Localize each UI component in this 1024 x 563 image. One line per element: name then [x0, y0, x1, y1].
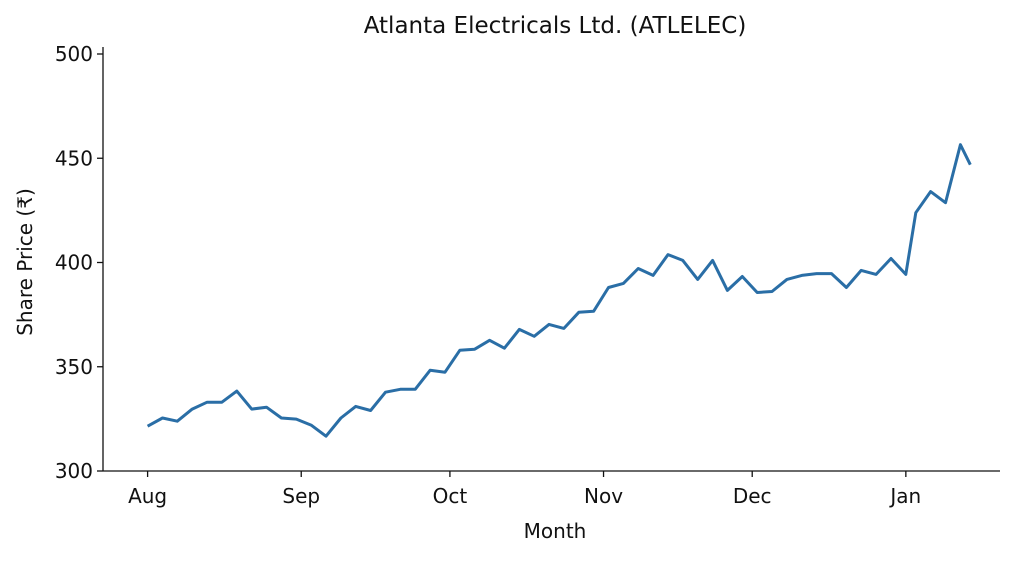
y-tick-label: 300	[55, 459, 93, 483]
chart-title: Atlanta Electricals Ltd. (ATLELEC)	[364, 13, 747, 39]
y-axis-label: Share Price (₹)	[13, 188, 37, 336]
y-tick-label: 350	[55, 355, 93, 379]
data-points	[148, 145, 971, 437]
x-tick-label: Nov	[584, 484, 623, 508]
x-tick-label: Jan	[888, 484, 921, 508]
x-tick-label: Sep	[282, 484, 320, 508]
x-tick-label: Oct	[433, 484, 468, 508]
y-tick-label: 400	[55, 251, 93, 275]
price-line	[148, 145, 971, 437]
x-tick-label: Aug	[128, 484, 167, 508]
x-tick-label: Dec	[733, 484, 772, 508]
x-axis-label: Month	[524, 519, 587, 543]
y-tick-label: 450	[55, 146, 93, 170]
y-tick-label: 500	[55, 42, 93, 66]
